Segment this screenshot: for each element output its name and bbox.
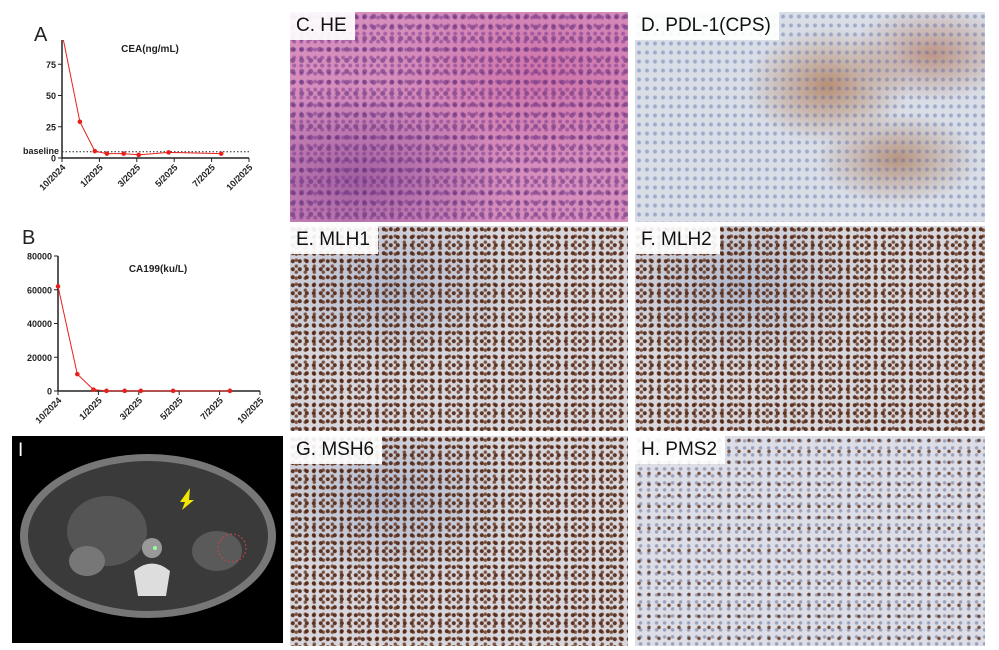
data-point <box>122 388 127 394</box>
data-point <box>55 284 61 289</box>
x-tick-label: 3/2025 <box>116 162 143 189</box>
data-point <box>77 119 83 125</box>
x-tick-label: 1/2025 <box>77 395 104 422</box>
data-point <box>227 388 233 394</box>
panel-label-h: H. PMS2 <box>635 436 726 464</box>
y-tick-label: 40000 <box>27 319 52 329</box>
ct-scan-image: I <box>12 436 283 643</box>
ct-scan-graphic <box>20 454 276 618</box>
x-tick-label: 7/2025 <box>190 162 217 189</box>
chart-title: CA199(ku/L) <box>129 264 187 275</box>
y-tick-label: 60000 <box>27 285 52 295</box>
data-point <box>104 151 110 156</box>
data-point <box>91 387 96 392</box>
data-point <box>121 151 127 156</box>
data-point <box>92 148 98 154</box>
pdl1-image: D. PDL-1(CPS) <box>635 12 985 222</box>
panel-label-d: D. PDL-1(CPS) <box>635 12 779 40</box>
baseline-label: baseline <box>23 146 59 156</box>
ca199-chart: 0 20000 40000 60000 80000 10/2024 1/2025 3/2025… <box>27 252 265 426</box>
y-tick-label: 25 <box>46 122 56 132</box>
y-tick-label: 75 <box>46 60 56 70</box>
panel-label-g: G. MSH6 <box>290 436 383 464</box>
cea-chart: 025507510010/20241/20253/20255/20257/202… <box>23 40 254 192</box>
data-point <box>75 371 80 377</box>
y-tick-label: 0 <box>47 387 52 397</box>
he-image: C. HE <box>290 12 628 222</box>
arrow-icon <box>180 488 194 510</box>
y-tick-label: 80000 <box>27 252 52 262</box>
x-tick-label: 3/2025 <box>118 395 145 422</box>
x-tick-label: 10/2025 <box>235 395 265 425</box>
data-point <box>104 388 109 394</box>
panel-label-c: C. HE <box>290 12 355 40</box>
x-tick-label: 1/2025 <box>78 162 105 189</box>
series-line <box>62 40 222 156</box>
panel-label-b: B <box>22 227 36 249</box>
data-point <box>138 388 144 394</box>
mlh1-image: E. MLH1 <box>290 226 628 431</box>
y-tick-label: 20000 <box>27 353 52 363</box>
data-point <box>136 152 141 158</box>
x-tick-label: 7/2025 <box>198 395 225 422</box>
mlh2-image: F. MLH2 <box>635 226 985 431</box>
series-line <box>57 286 230 392</box>
x-tick-label: 10/2025 <box>224 162 254 192</box>
panel-label-i: I <box>18 440 24 461</box>
x-tick-label: 10/2024 <box>33 395 63 425</box>
data-point <box>170 388 176 394</box>
x-tick-label: 10/2024 <box>37 162 67 192</box>
data-point <box>166 150 171 155</box>
panel-label-e: E. MLH1 <box>290 226 378 254</box>
y-tick-label: 50 <box>46 91 56 101</box>
data-point <box>218 151 224 156</box>
panel-label-a: A <box>34 24 48 46</box>
x-tick-label: 5/2025 <box>158 395 185 422</box>
x-tick-label: 5/2025 <box>153 162 180 189</box>
msh6-image: G. MSH6 <box>290 436 628 646</box>
chart-title: CEA(ng/mL) <box>121 44 179 55</box>
pms2-image: H. PMS2 <box>635 436 985 646</box>
panel-label-f: F. MLH2 <box>635 226 720 254</box>
y-tick-label: 0 <box>51 154 56 164</box>
